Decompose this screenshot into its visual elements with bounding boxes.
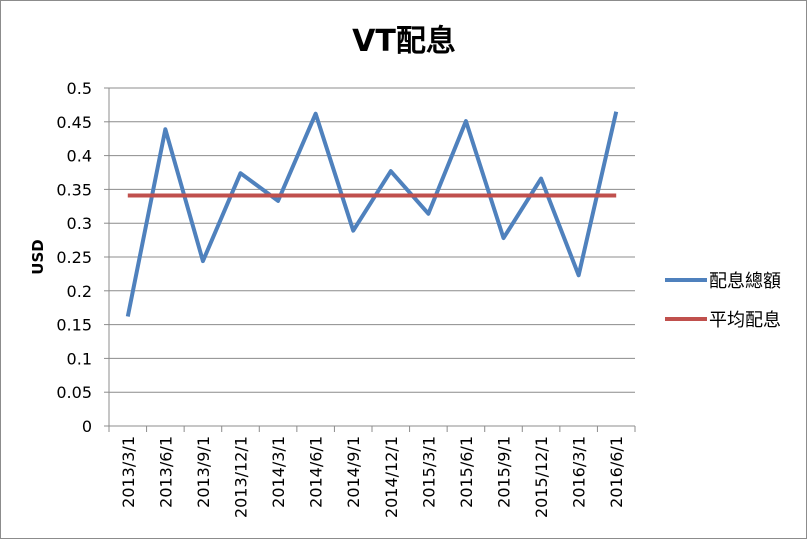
y-axis-label: USD — [29, 239, 47, 274]
x-tick-label: 2016/6/1 — [607, 436, 626, 508]
gridlines — [104, 87, 635, 427]
series-line-0 — [125, 111, 619, 317]
y-tick-label: 0.2 — [67, 282, 92, 301]
y-tick-label: 0.05 — [56, 383, 92, 402]
x-tick-label: 2013/9/1 — [194, 436, 213, 508]
x-tick-label: 2015/6/1 — [457, 436, 476, 508]
y-tick-label: 0.15 — [56, 316, 92, 335]
y-tick-label: 0.35 — [56, 180, 92, 199]
x-tick-label: 2013/12/1 — [232, 436, 251, 518]
x-tick-label: 2013/6/1 — [156, 436, 175, 508]
x-tick-label: 2014/12/1 — [382, 436, 401, 518]
y-tick-label: 0.25 — [56, 248, 92, 267]
y-tick-labels: 0 0.05 0.1 0.15 0.2 0.25 0.3 0.35 0.4 0.45 0.5 — [56, 79, 92, 436]
legend-label: 平均配息 — [709, 310, 781, 331]
chart-title: VT配息 — [352, 24, 456, 59]
x-tick-label: 2015/3/1 — [419, 436, 438, 508]
y-tick-label: 0.45 — [56, 113, 92, 132]
y-tick-label: 0.5 — [67, 79, 92, 98]
y-tick-label: 0.1 — [67, 349, 92, 368]
x-tick-label: 2013/3/1 — [119, 436, 138, 508]
x-tick-label: 2014/6/1 — [307, 436, 326, 508]
x-tick-label: 2014/9/1 — [344, 436, 363, 508]
legend-label: 配息總額 — [709, 271, 781, 292]
x-tick-label: 2014/3/1 — [269, 436, 288, 508]
axes — [108, 88, 636, 432]
y-tick-label: 0.4 — [67, 147, 92, 166]
x-tick-label: 2015/9/1 — [495, 436, 514, 508]
y-tick-label: 0.3 — [67, 214, 92, 233]
series-lines — [125, 111, 619, 317]
y-tick-label: 0 — [82, 417, 92, 436]
x-tick-labels: 2013/3/1 2013/6/1 2013/9/1 2013/12/1 2014/3/… — [119, 436, 626, 518]
x-tick-label: 2016/3/1 — [570, 436, 589, 508]
x-tick-label: 2015/12/1 — [532, 436, 551, 518]
